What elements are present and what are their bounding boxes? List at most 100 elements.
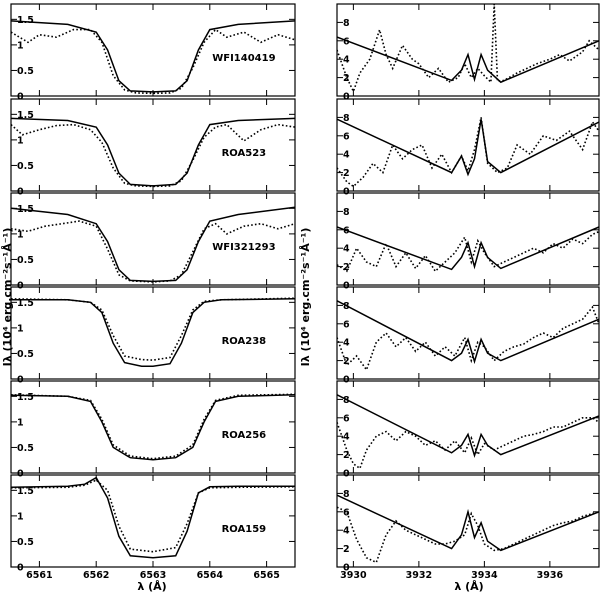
series-dotted-line <box>11 28 295 95</box>
y-tick-label: 4 <box>343 150 350 161</box>
panel-right-4: 0 2 4 6 8 <box>336 380 600 480</box>
panel-frame <box>336 474 600 568</box>
panel-frame <box>336 286 600 380</box>
y-tick-label: 1.5 <box>17 298 34 309</box>
series-dotted-line <box>337 506 599 564</box>
x-tick-label: 6562 <box>83 570 109 581</box>
y-tick-label: 8 <box>343 395 350 406</box>
y-tick-label: 0 <box>343 281 350 292</box>
series-solid-line <box>337 394 599 459</box>
series-solid-line <box>337 118 599 177</box>
star-label: WFI321293 <box>212 242 275 253</box>
panel-left-4: 0 0.5 1 1.5 ROA256 <box>10 380 296 480</box>
y-tick-label: 2 <box>343 544 350 555</box>
panel-right-0: 0 2 4 6 8 <box>336 3 600 103</box>
x-tick-label: 6563 <box>140 570 166 581</box>
star-label: WFI140419 <box>212 53 275 64</box>
series-solid-line <box>11 476 295 559</box>
y-tick-label: 1.5 <box>17 204 34 215</box>
series-solid-line <box>11 298 295 367</box>
y-tick-label: 0.5 <box>17 349 34 360</box>
star-label: ROA523 <box>222 148 267 159</box>
panel-left-1: 0 0.5 1 1.5 ROA523 <box>10 98 296 198</box>
y-tick-label: 2 <box>343 450 350 461</box>
series-dotted-line <box>11 479 295 553</box>
y-tick-label: 0.5 <box>17 443 34 454</box>
series-solid-line <box>337 226 599 271</box>
series-solid-line <box>337 494 599 552</box>
y-tick-label: 0 <box>17 563 24 574</box>
y-tick-label: 4 <box>343 55 350 66</box>
y-tick-label: 1.5 <box>17 392 34 403</box>
panel-right-1: 0 2 4 6 8 <box>336 98 600 198</box>
y-tick-label: 0 <box>17 469 24 480</box>
y-tick-label: 0 <box>343 469 350 480</box>
y-tick-label: 1 <box>17 323 24 334</box>
y-tick-label: 1 <box>17 135 24 146</box>
y-tick-label: 0 <box>343 187 350 198</box>
y-tick-label: 0 <box>17 281 24 292</box>
left-x-axis-label: λ (Å) <box>137 580 166 593</box>
right-y-axis-label: Iλ (10⁴ erg.cm⁻²s⁻¹Å⁻¹) <box>299 228 312 367</box>
y-tick-label: 4 <box>343 244 350 255</box>
panel-frame <box>10 192 296 286</box>
y-tick-label: 1 <box>17 229 24 240</box>
y-tick-label: 0 <box>17 92 24 103</box>
y-tick-label: 8 <box>343 18 350 29</box>
y-tick-label: 1.5 <box>17 15 34 26</box>
panel-left-0: 0 0.5 1 1.5 WFI140419 <box>10 3 296 103</box>
series-solid-line <box>11 394 295 461</box>
x-tick-label: 3932 <box>406 570 432 581</box>
series-dotted-line <box>11 393 295 460</box>
y-tick-label: 1 <box>17 511 24 522</box>
series-dotted-line <box>337 417 599 470</box>
y-tick-label: 0.5 <box>17 66 34 77</box>
series-dotted-line <box>337 230 599 273</box>
y-tick-label: 1 <box>17 417 24 428</box>
y-tick-label: 2 <box>343 262 350 273</box>
y-tick-label: 0.5 <box>17 537 34 548</box>
series-dotted-line <box>11 297 295 361</box>
panel-right-3: 0 2 4 6 8 <box>336 286 600 386</box>
y-tick-label: 0 <box>17 187 24 198</box>
panel-frame <box>336 192 600 286</box>
x-tick-label: 3930 <box>340 570 367 581</box>
y-tick-label: 8 <box>343 489 350 500</box>
y-tick-label: 6 <box>343 507 350 518</box>
y-tick-label: 6 <box>343 131 350 142</box>
panel-frame <box>10 474 296 568</box>
y-tick-label: 0 <box>17 375 24 386</box>
y-tick-label: 6 <box>343 36 350 47</box>
y-tick-label: 6 <box>343 413 350 424</box>
panel-left-2: 0 0.5 1 1.5 WFI321293 <box>10 192 296 292</box>
y-tick-label: 2 <box>343 73 350 84</box>
panel-left-5: 0 0.5 1 1.5 6561 6562 6563 6564 6565 ROA159 <box>10 474 296 581</box>
star-label: ROA238 <box>222 336 267 347</box>
y-tick-label: 1.5 <box>17 110 34 121</box>
y-tick-label: 6 <box>343 225 350 236</box>
y-tick-label: 4 <box>343 432 350 443</box>
y-tick-label: 0 <box>343 375 350 386</box>
panel-left-3: 0 0.5 1 1.5 ROA238 <box>10 286 296 386</box>
panel-frame <box>336 380 600 474</box>
y-tick-label: 8 <box>343 113 350 124</box>
panel-frame <box>10 3 296 97</box>
y-tick-label: 4 <box>343 338 350 349</box>
left-y-axis-label: Iλ (10⁴ erg.cm⁻²s⁻¹Å⁻¹) <box>1 228 14 367</box>
y-tick-label: 0 <box>343 563 350 574</box>
right-x-axis-label: λ (Å) <box>454 580 483 593</box>
x-tick-label: 3936 <box>537 570 564 581</box>
panel-right-2: 0 2 4 6 8 <box>336 192 600 292</box>
y-tick-label: 6 <box>343 319 350 330</box>
x-tick-label: 3934 <box>471 570 498 581</box>
x-tick-label: 6565 <box>253 570 279 581</box>
series-dotted-line <box>337 117 599 188</box>
star-label: ROA159 <box>222 524 267 535</box>
y-tick-label: 4 <box>343 526 350 537</box>
panel-right-5: 0 2 4 6 8 3930 3932 3934 3936 <box>336 474 600 581</box>
y-tick-label: 2 <box>343 168 350 179</box>
panel-frame <box>336 98 600 192</box>
y-tick-label: 0.5 <box>17 161 34 172</box>
y-tick-label: 8 <box>343 207 350 218</box>
